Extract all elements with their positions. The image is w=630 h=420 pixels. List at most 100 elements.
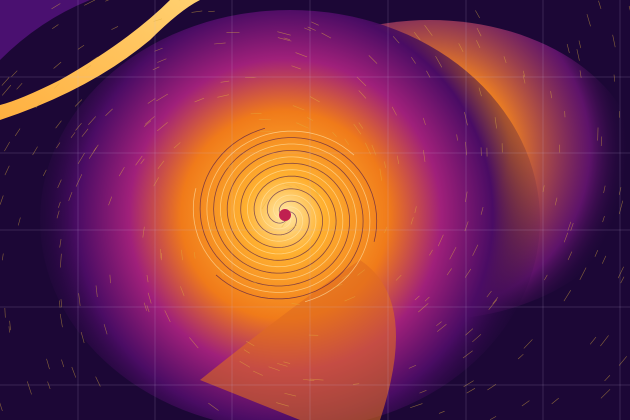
wind-streak	[475, 10, 480, 19]
wind-streak	[414, 206, 417, 213]
wind-streak	[93, 144, 99, 152]
wind-streak	[307, 26, 316, 31]
wind-streak	[1, 84, 12, 96]
wind-streak	[435, 55, 443, 68]
wind-streak	[95, 376, 101, 387]
wind-streak	[465, 191, 468, 202]
wind-streak	[576, 49, 580, 61]
wind-streak	[426, 70, 431, 78]
wind-streak	[396, 155, 400, 164]
wind-streak	[517, 353, 524, 360]
spiral-line	[219, 143, 371, 303]
wind-streak	[419, 390, 427, 394]
wind-streak	[90, 56, 98, 63]
wind-streak	[283, 37, 290, 41]
wind-streak	[612, 34, 616, 48]
wind-streak	[392, 36, 400, 44]
wind-streak	[153, 18, 163, 22]
wind-streak	[4, 141, 11, 152]
wind-streak	[353, 383, 360, 385]
wind-streak	[9, 320, 11, 331]
wind-streak	[464, 221, 469, 232]
wind-streak	[579, 267, 587, 280]
wind-streak	[2, 253, 4, 261]
wind-streak	[329, 221, 336, 235]
wind-streak	[542, 185, 545, 192]
wind-streak	[156, 93, 169, 102]
wind-streak	[277, 31, 291, 36]
wind-streak	[109, 274, 111, 284]
wind-streak	[81, 128, 89, 137]
wind-streak	[357, 269, 366, 276]
wind-streak	[466, 388, 476, 394]
wind-streak	[308, 265, 316, 268]
wind-streak	[191, 10, 203, 13]
wind-streak	[47, 381, 51, 390]
wind-streak	[492, 297, 499, 304]
wind-streak	[111, 26, 119, 30]
wind-streak	[218, 266, 224, 277]
wind-streak	[521, 400, 530, 407]
wind-streak	[424, 296, 430, 302]
wind-streak	[56, 210, 60, 219]
wind-streak	[446, 268, 452, 276]
wind-streak	[108, 196, 113, 206]
wind-streak	[17, 217, 21, 226]
wind-streak	[358, 90, 367, 99]
wind-streak	[503, 56, 507, 64]
wind-streak	[283, 184, 292, 187]
wind-streak	[488, 299, 498, 310]
wind-streak	[54, 83, 60, 89]
wind-streak	[458, 43, 464, 53]
wind-streak	[602, 215, 605, 223]
wind-streak	[604, 375, 611, 382]
wind-streak	[143, 120, 152, 127]
wind-streak	[1, 77, 10, 86]
wind-streak	[261, 198, 269, 210]
wind-streak	[472, 244, 479, 256]
wind-streak	[618, 356, 627, 366]
wind-streak	[603, 185, 606, 194]
wind-streak	[472, 334, 482, 343]
wind-streak	[0, 402, 3, 412]
wind-streak	[103, 324, 108, 335]
wind-streak	[312, 185, 319, 196]
wind-streak	[579, 70, 582, 78]
wind-streak	[578, 40, 582, 49]
wind-streak	[180, 286, 185, 296]
wind-streak	[118, 166, 125, 177]
wind-streak	[250, 279, 260, 287]
wind-streak	[480, 207, 484, 215]
wind-streak	[140, 158, 145, 164]
wind-streak	[26, 381, 32, 395]
wind-streak	[554, 197, 558, 206]
wind-streak	[51, 3, 61, 10]
wind-streak	[147, 292, 152, 304]
wind-streak	[618, 200, 624, 215]
wind-streak	[291, 65, 301, 70]
storm-eye	[279, 209, 291, 221]
wind-streak	[16, 83, 23, 90]
wind-streak	[422, 117, 426, 126]
wind-streak	[80, 331, 85, 344]
wind-streak	[220, 80, 230, 83]
wind-streak	[276, 402, 289, 407]
wind-streak	[105, 0, 110, 2]
wind-streak	[77, 44, 85, 50]
wind-streak	[424, 24, 433, 36]
wind-streak	[478, 87, 482, 97]
wind-streak	[600, 335, 609, 347]
wind-streak	[544, 274, 548, 281]
wind-streak	[58, 201, 61, 208]
wind-streak	[60, 299, 63, 308]
wind-streak	[344, 296, 356, 302]
wind-streak	[589, 336, 597, 345]
wind-streak	[594, 250, 599, 257]
wind-streak	[164, 310, 171, 323]
wind-streak	[208, 402, 219, 411]
wind-streak	[246, 340, 255, 347]
wind-streak	[55, 120, 62, 129]
wind-streak	[523, 339, 533, 349]
wind-streak	[68, 191, 73, 201]
